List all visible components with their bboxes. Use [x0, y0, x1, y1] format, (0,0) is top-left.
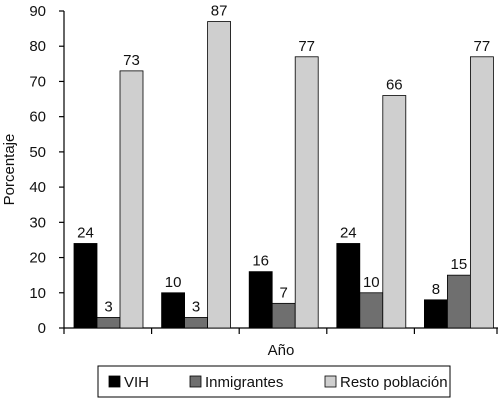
y-tick-label: 40: [29, 179, 46, 196]
bar-vih: [423, 299, 448, 329]
data-label: 16: [252, 253, 269, 270]
bar-inmigrantes: [271, 302, 296, 329]
legend-label: VIH: [124, 374, 149, 391]
y-tick-label: 10: [29, 285, 46, 302]
y-tick-label: 70: [29, 73, 46, 90]
bar-resto-población: [294, 56, 319, 329]
data-label: 24: [77, 224, 94, 241]
bar-vih: [161, 292, 186, 329]
bar-vih: [248, 271, 273, 329]
x-axis-label: Año: [268, 342, 295, 359]
y-tick-label: 60: [29, 109, 46, 126]
legend-label: Inmigrantes: [205, 374, 283, 391]
bar-resto-población: [207, 21, 232, 329]
legend: VIH Inmigrantes Resto población: [97, 365, 451, 398]
legend-swatch: [108, 375, 121, 388]
y-axis-label: Porcentaje: [1, 134, 18, 206]
data-label: 87: [211, 3, 228, 20]
y-tick-label: 20: [29, 250, 46, 267]
bar-inmigrantes: [446, 274, 471, 329]
data-label: 3: [192, 298, 200, 315]
bar-inmigrantes: [359, 292, 384, 329]
bar-vih: [336, 243, 361, 329]
data-label: 7: [280, 284, 288, 301]
y-tick-label: 90: [29, 3, 46, 20]
y-tick-label: 80: [29, 38, 46, 55]
y-axis: 0 10 20 30 40 50 60 70 80 90: [29, 3, 65, 337]
data-label: 77: [474, 38, 491, 55]
bar-inmigrantes: [96, 317, 121, 329]
y-tick-label: 30: [29, 214, 46, 231]
data-label: 77: [298, 38, 315, 55]
bar-resto-población: [469, 56, 494, 329]
y-tick-label: 0: [38, 320, 46, 337]
bar-vih: [73, 243, 98, 329]
data-label: 15: [451, 256, 468, 273]
data-label: 73: [123, 52, 140, 69]
y-tick-label: 50: [29, 144, 46, 161]
data-label: 24: [340, 224, 357, 241]
x-axis: [63, 327, 498, 334]
data-label: 66: [386, 77, 403, 94]
data-label: 10: [165, 274, 182, 291]
bars: [73, 21, 494, 329]
data-label: 10: [363, 274, 380, 291]
legend-box: [97, 365, 451, 398]
data-label: 3: [104, 298, 112, 315]
value-labels: 24 10 16 24 8 3 3 7 10 15 73 87 77 66 77: [77, 3, 490, 316]
legend-swatch: [324, 375, 337, 388]
bar-resto-población: [382, 95, 407, 329]
legend-label: Resto población: [340, 374, 448, 391]
data-label: 8: [432, 281, 440, 298]
bar-inmigrantes: [184, 317, 209, 329]
bar-resto-población: [119, 70, 144, 329]
legend-swatch: [189, 375, 202, 388]
